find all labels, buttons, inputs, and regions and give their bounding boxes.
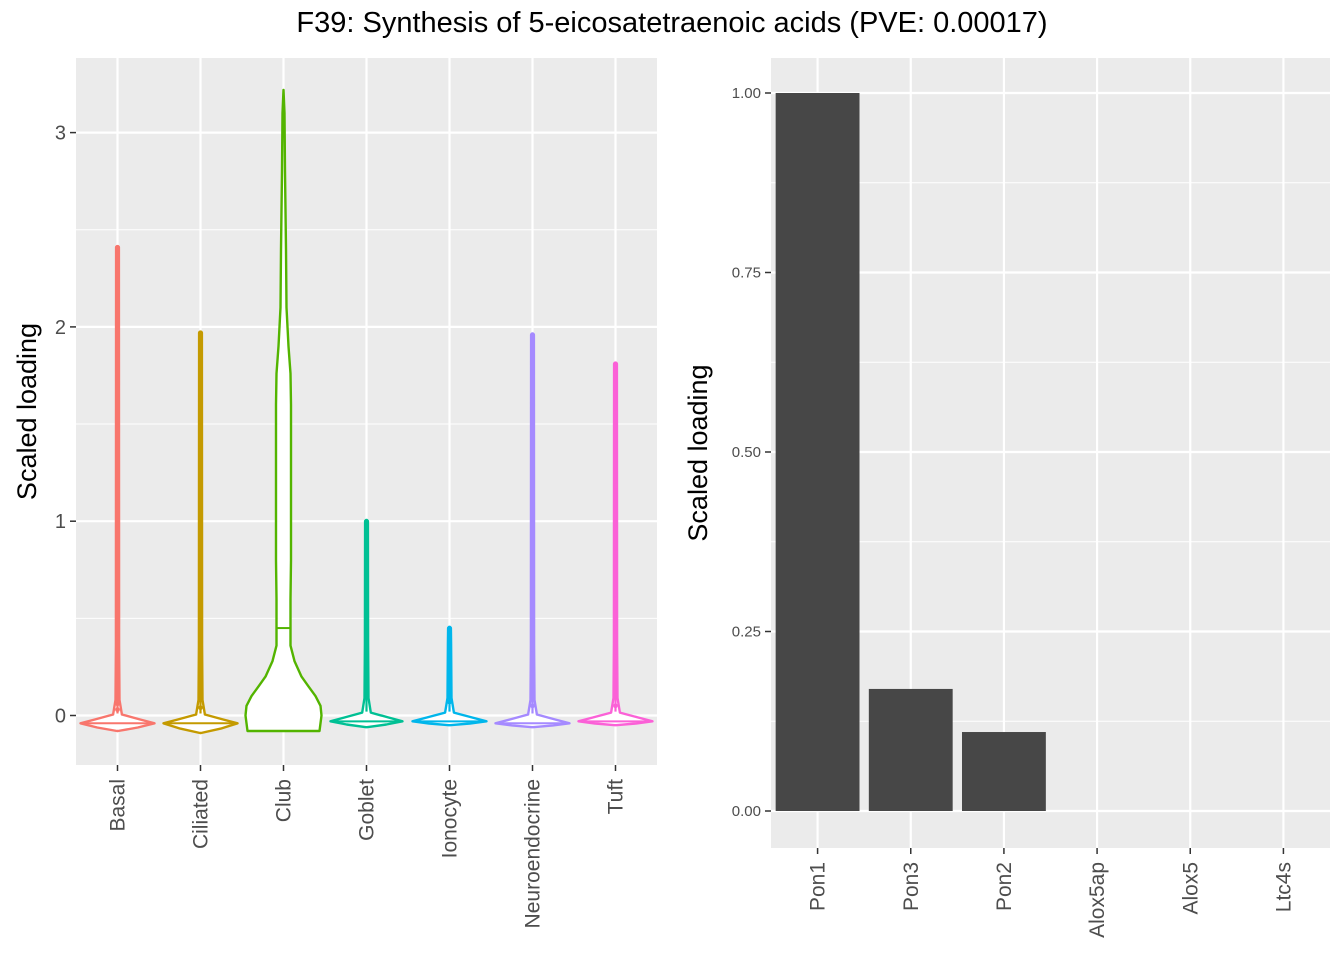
violin-x-tick-label: Ciliated — [190, 779, 213, 849]
violin-point — [613, 693, 618, 699]
violin-point — [613, 674, 618, 680]
violin-point — [613, 703, 618, 709]
violin-point — [613, 549, 618, 555]
violin-point — [198, 382, 203, 388]
violin-y-tick-label: 2 — [55, 317, 66, 339]
violin-max-point — [115, 244, 120, 250]
violin-y-axis-title: Scaled loading — [12, 323, 42, 500]
violin-point — [364, 629, 369, 635]
bar-y-tick-label: 0.00 — [732, 803, 761, 820]
violin-point — [198, 542, 203, 547]
bar-y-axis-title: Scaled loading — [683, 364, 713, 541]
violin-point — [530, 444, 535, 450]
violin-point — [364, 588, 369, 594]
violin-point — [198, 662, 203, 668]
violin-point — [613, 526, 618, 532]
bar-x-tick-label: Pon1 — [807, 862, 830, 911]
bar-pon1 — [775, 93, 860, 811]
violin-point — [115, 678, 120, 683]
violin-point — [198, 670, 203, 676]
bar-x-tick-label: Ltc4s — [1272, 862, 1295, 912]
violin-club — [244, 88, 323, 733]
violin-point — [198, 448, 203, 454]
violin-point — [530, 654, 535, 660]
violin-point — [115, 635, 120, 641]
violin-point — [613, 483, 618, 489]
violin-point — [613, 409, 618, 415]
violin-max-point — [613, 361, 618, 367]
violin-max-point — [364, 518, 369, 524]
violin-point — [115, 683, 120, 689]
violin-point — [198, 406, 203, 411]
bar-x-tick-label: Alox5 — [1179, 862, 1202, 915]
bar-y-tick-label: 0.75 — [732, 265, 761, 282]
figure-title: F39: Synthesis of 5-eicosatetraenoic aci… — [296, 7, 1047, 39]
violin-max-point — [530, 332, 535, 338]
violin-point — [613, 596, 618, 602]
violin-point — [447, 699, 452, 705]
bar-x-tick-label: Pon2 — [993, 862, 1016, 911]
violin-max-point — [198, 330, 203, 336]
violin-point — [530, 363, 535, 369]
violin-shape — [244, 88, 323, 733]
violin-point — [530, 392, 535, 398]
violin-point — [613, 625, 618, 631]
violin-point — [530, 547, 535, 553]
bar-pon3 — [868, 688, 953, 811]
violin-x-tick-label: Club — [273, 779, 296, 822]
violin-neuroendocrine — [494, 332, 571, 729]
violin-y-tick-label: 1 — [55, 511, 66, 533]
violin-y-tick-label: 3 — [55, 123, 66, 145]
violin-x-tick-label: Goblet — [356, 779, 379, 841]
violin-basal — [79, 244, 156, 733]
violin-point — [198, 557, 203, 563]
bar-x-tick-label: Pon3 — [900, 862, 923, 911]
violin-x-tick-label: Tuft — [605, 779, 628, 815]
violin-point — [364, 625, 369, 631]
bar-pon2 — [961, 732, 1046, 811]
violin-goblet — [329, 518, 404, 729]
bar-panel: 0.00 0.25 0.50 0.75 1.00 Pon1 Pon3 Pon2 Alox5ap A… — [683, 58, 1330, 938]
violin-point — [198, 534, 203, 540]
violin-y-tick-label: 0 — [55, 706, 66, 728]
violin-point — [530, 398, 535, 404]
violin-point — [530, 703, 535, 709]
violin-point — [364, 592, 369, 598]
violin-point — [115, 707, 120, 713]
violin-tuft — [577, 361, 654, 727]
violin-point — [530, 670, 535, 676]
violin-point — [115, 701, 120, 707]
bar-y-tick-label: 0.25 — [732, 624, 761, 641]
violin-point — [115, 518, 120, 524]
violin-point — [364, 693, 369, 699]
violin-ionocyte — [411, 625, 488, 727]
violin-x-tick-label: Basal — [107, 779, 130, 832]
violin-point — [198, 705, 203, 711]
violin-point — [613, 654, 618, 660]
bar-y-tick-label: 1.00 — [732, 85, 761, 102]
violin-point — [530, 369, 535, 374]
violin-point — [198, 697, 203, 703]
violin-panel: 0 1 2 3 Basal Ciliated Club Goblet Ionocyte Neuro… — [12, 58, 657, 928]
violin-x-tick-label: Ionocyte — [439, 779, 462, 858]
violin-point — [530, 647, 535, 652]
violin-point — [364, 680, 369, 685]
bar-x-tick-label: Alox5ap — [1086, 862, 1109, 938]
violin-max-point — [447, 625, 452, 631]
violin-ciliated — [162, 330, 239, 735]
violin-point — [364, 606, 369, 612]
violin-x-tick-label: Neuroendocrine — [522, 779, 545, 928]
bar-y-tick-label: 0.50 — [732, 444, 761, 461]
violin-point — [115, 499, 120, 505]
